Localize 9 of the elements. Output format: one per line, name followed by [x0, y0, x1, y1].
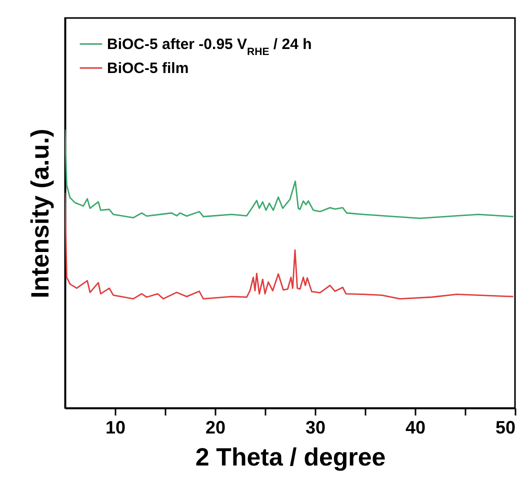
x-tick-label: 10: [105, 418, 126, 438]
y-axis-title: Intensity (a.u.): [26, 128, 54, 298]
x-tick-label: 30: [305, 418, 326, 438]
legend-label: BiOC-5 after -0.95 V$_{RHE}$ / 24 h: [107, 36, 312, 58]
x-axis-title: 2 Theta / degree: [195, 444, 386, 472]
x-tick-label: 20: [205, 418, 226, 438]
legend-label: BiOC-5 film: [107, 60, 189, 77]
x-tick-label: 50: [495, 418, 516, 438]
x-tick-label: 40: [405, 418, 426, 438]
